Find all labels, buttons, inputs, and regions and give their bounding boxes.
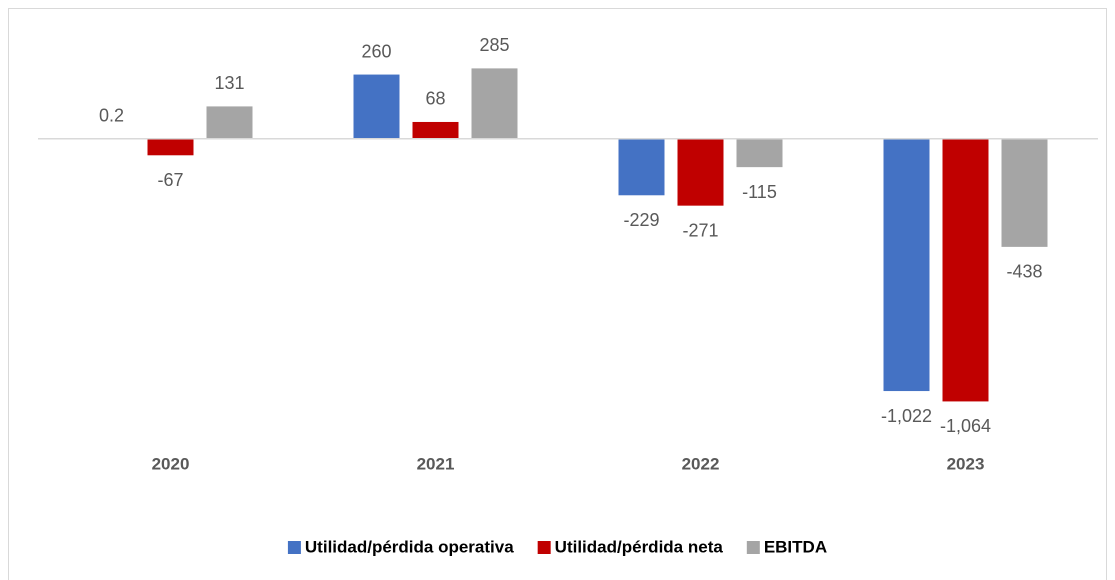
x-tick-label: 2022 [682, 454, 720, 473]
bar [147, 138, 194, 156]
data-label: -67 [157, 170, 183, 190]
legend-label: Utilidad/pérdida operativa [305, 537, 514, 556]
bar [883, 138, 930, 392]
data-label: -271 [682, 220, 718, 240]
data-label: 0.2 [99, 105, 124, 125]
bar [1001, 138, 1048, 247]
x-tick-label: 2020 [152, 454, 190, 473]
legend-swatch [746, 541, 760, 554]
legend-swatch [537, 541, 551, 554]
legend-swatch [287, 541, 301, 554]
bar [677, 138, 724, 206]
legend-label: EBITDA [764, 537, 827, 556]
x-tick-label: 2021 [417, 454, 455, 473]
data-label: -115 [742, 182, 777, 202]
data-label: 68 [425, 89, 445, 109]
data-label: 260 [361, 41, 391, 61]
data-label: 285 [479, 35, 509, 55]
legend-label: Utilidad/pérdida neta [555, 537, 724, 556]
x-tick-label: 2023 [947, 454, 985, 473]
bar [353, 74, 400, 139]
chart-frame [8, 8, 1107, 580]
bar [942, 138, 989, 402]
bar [412, 121, 459, 139]
data-label: -438 [1006, 262, 1042, 282]
bar [736, 138, 783, 168]
data-label: -1,064 [940, 416, 991, 436]
bar [206, 106, 253, 139]
data-label: -229 [623, 210, 659, 230]
data-label: 131 [214, 73, 244, 93]
data-label: -1,022 [881, 406, 932, 426]
bar [618, 138, 665, 196]
bar [471, 68, 518, 139]
